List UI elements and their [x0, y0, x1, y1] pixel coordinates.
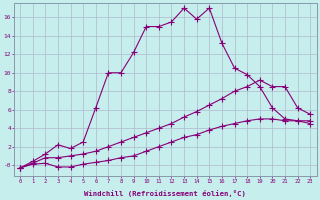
- X-axis label: Windchill (Refroidissement éolien,°C): Windchill (Refroidissement éolien,°C): [84, 190, 246, 197]
